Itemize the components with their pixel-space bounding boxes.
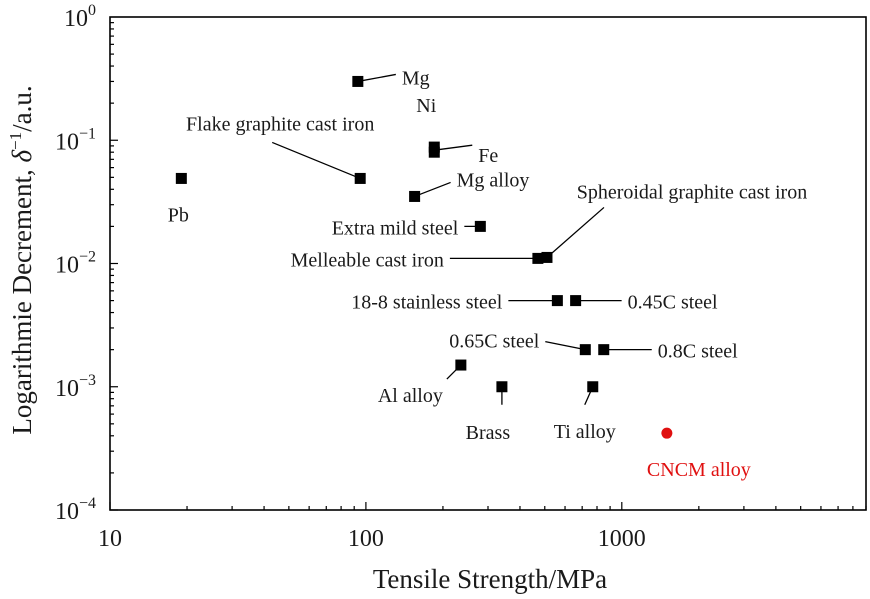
label-pb: Pb — [168, 204, 189, 226]
y-axis-title-symbol: δ — [7, 150, 37, 163]
label-cncm-alloy: CNCM alloy — [647, 459, 751, 481]
point-0-65c-steel — [579, 344, 591, 356]
leader-mg — [357, 73, 396, 83]
label-mg: Mg — [402, 67, 430, 89]
point-fe — [428, 146, 440, 158]
leader-spheroidal-graphite-cast-iron — [546, 206, 605, 258]
point-melleable-cast-iron — [532, 252, 544, 264]
point-extra-mild-steel — [474, 220, 486, 232]
label-18-8-stainless-steel: 18-8 stainless steel — [351, 292, 503, 314]
label-0-8c-steel: 0.8C steel — [658, 341, 738, 363]
point-spheroidal-graphite-cast-iron — [541, 251, 553, 263]
x-tick-label-1000: 1000 — [598, 526, 646, 552]
y-tick-exponent: −2 — [79, 249, 96, 266]
point-0-8c-steel — [598, 344, 610, 356]
label-mg-alloy: Mg alloy — [457, 169, 530, 191]
point-flake-graphite-cast-iron — [354, 172, 366, 184]
label-brass: Brass — [466, 422, 511, 444]
label-extra-mild-steel: Extra mild steel — [332, 217, 459, 239]
y-tick-exponent: −4 — [79, 495, 96, 512]
leader-flake-graphite-cast-iron — [271, 141, 361, 180]
label-ni: Ni — [416, 95, 436, 117]
y-tick-label: 10−4 — [55, 495, 96, 525]
y-tick-base: 10 — [55, 499, 79, 525]
point-0-45c-steel — [570, 295, 582, 307]
y-tick-exponent: 0 — [88, 2, 96, 19]
data-point-labels: Mg Ni Fe Flake graphite cast iron Pb Mg alloy… — [168, 67, 807, 481]
label-leader-lines — [271, 73, 652, 406]
leader-fe — [434, 144, 473, 151]
y-tick-exponent: −1 — [79, 125, 96, 142]
point-brass — [496, 381, 508, 393]
x-tick-label-100: 100 — [348, 526, 384, 552]
point-pb — [175, 172, 187, 184]
label-al-alloy: Al alloy — [378, 385, 443, 407]
y-tick-base: 10 — [55, 253, 79, 279]
y-tick-label: 10−1 — [55, 125, 96, 155]
y-tick-base: 10 — [55, 376, 79, 402]
y-tick-base: 10 — [55, 129, 79, 155]
point-mg-alloy — [409, 190, 421, 202]
leader-0-65c-steel — [545, 341, 586, 351]
point-al-alloy — [455, 359, 467, 371]
data-points — [175, 75, 673, 439]
y-axis-title-prefix: Logarithmie Decrement, — [7, 163, 37, 435]
label-spheroidal-graphite-cast-iron: Spheroidal graphite cast iron — [577, 181, 808, 203]
y-tick-base: 10 — [64, 6, 88, 32]
point-mg — [352, 75, 364, 87]
label-0-45c-steel: 0.45C steel — [628, 292, 718, 314]
point-cncm-alloy — [661, 427, 673, 439]
y-axis-title-suffix: /a.u. — [7, 85, 37, 132]
x-tick-label-10: 10 — [98, 526, 122, 552]
point-ti-alloy — [587, 381, 599, 393]
point-18-8-stainless-steel — [551, 295, 563, 307]
label-fe: Fe — [478, 145, 498, 167]
y-tick-label: 10−3 — [55, 372, 96, 402]
label-ti-alloy: Ti alloy — [554, 421, 616, 443]
y-axis-title-exponent: −1 — [6, 132, 25, 150]
label-0-65c-steel: 0.65C steel — [449, 331, 539, 353]
leader-mg-alloy — [414, 181, 451, 198]
y-tick-label: 100 — [64, 2, 96, 32]
label-flake-graphite-cast-iron: Flake graphite cast iron — [186, 113, 374, 135]
y-axis-title: Logarithmie Decrement, δ−1/a.u. — [6, 85, 37, 434]
y-tick-exponent: −3 — [79, 372, 96, 389]
y-tick-label: 10−2 — [55, 249, 96, 279]
x-axis-title: Tensile Strength/MPa — [373, 564, 607, 594]
label-melleable-cast-iron: Melleable cast iron — [291, 249, 444, 271]
